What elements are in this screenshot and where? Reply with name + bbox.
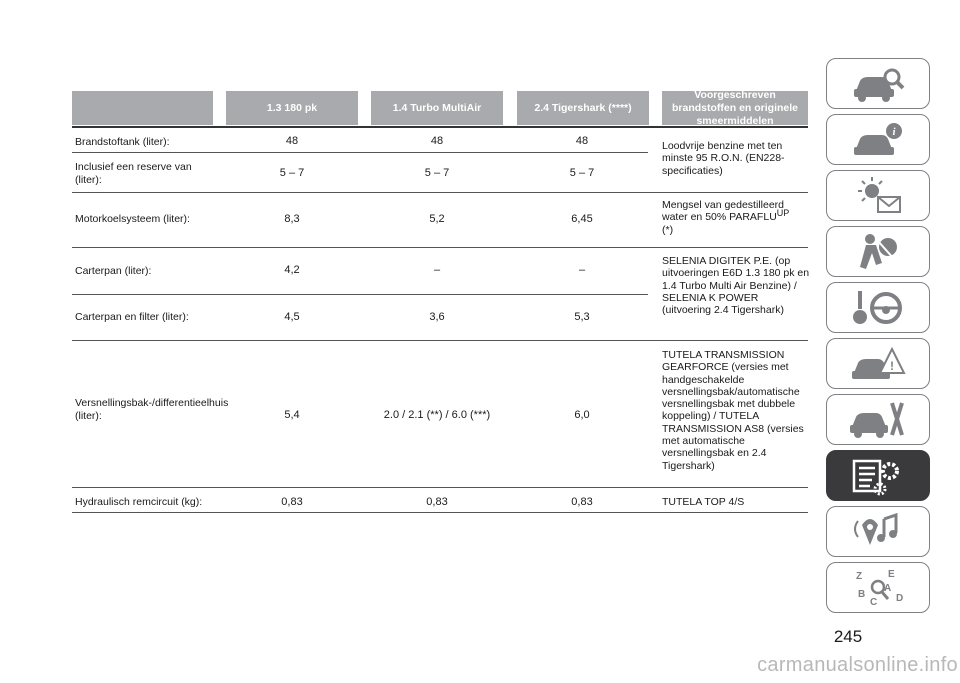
value-1-4: 0,83 — [426, 496, 448, 508]
svg-text:A: A — [884, 583, 891, 594]
row-divider — [72, 512, 808, 513]
fuel-recommendation: Loodvrije benzine met ten minste 95 R.O.… — [662, 140, 785, 177]
row-label: Inclusief een reserve van (liter): — [75, 161, 192, 186]
value-2-4: 5,3 — [574, 311, 590, 323]
value-1-4: 2.0 / 2.1 (**) / 6.0 (***) — [383, 409, 491, 421]
svg-text:i: i — [892, 126, 896, 138]
value-2-4: – — [578, 264, 586, 276]
brake-recommendation: TUTELA TOP 4/S — [662, 496, 745, 508]
specs-gear-icon — [852, 459, 899, 495]
coolant-text: Mengsel van gedestilleerd water en 50% P… — [662, 199, 784, 224]
value-1-4: 48 — [430, 135, 444, 147]
car-info-icon: i — [854, 122, 902, 155]
row-label: Hydraulisch remcircuit (kg): — [75, 496, 203, 508]
row-divider — [72, 152, 648, 153]
engine-oil-recommendation: SELENIA DIGITEK P.E. (op uitvoeringen E6… — [662, 255, 810, 317]
value-2-4: 6,0 — [574, 409, 590, 421]
header-engine-1-4: 1.4 Turbo MultiAir — [371, 91, 503, 125]
header-engine-2-4: 2.4 Tigershark (****) — [517, 91, 649, 125]
row-divider — [72, 247, 808, 248]
value-1-4: 3,6 — [429, 311, 445, 323]
value-1-3: 5 – 7 — [279, 167, 305, 179]
svg-text:C: C — [870, 597, 877, 608]
value-1-3: 5,4 — [284, 409, 300, 421]
car-search-icon — [854, 68, 905, 102]
row-label: Carterpan en filter (liter): — [75, 311, 189, 323]
svg-text:B: B — [858, 589, 865, 600]
svg-text:E: E — [888, 569, 895, 580]
row-label: Motorkoelsysteem (liter): — [75, 213, 190, 225]
chapter-tab-car-search[interactable] — [826, 58, 930, 109]
page-number: 245 — [833, 627, 863, 646]
car-tools-icon — [850, 401, 904, 438]
transmission-recommendation: TUTELA TRANSMISSION GEARFORCE (versies m… — [662, 349, 804, 472]
header-blank — [72, 91, 213, 125]
header-recommended-fluids: Voorgeschreven brandstoffen en originele… — [662, 89, 808, 127]
row-label: Versnellingsbak-/differentieelhuis (lite… — [75, 397, 229, 422]
chapter-tab-car-info[interactable]: i — [826, 114, 930, 165]
airbag-icon — [860, 233, 897, 269]
row-label: Carterpan (liter): — [75, 265, 152, 277]
coolant-recommendation: Mengsel van gedestilleerd water en 50% P… — [662, 199, 810, 236]
svg-text:D: D — [896, 593, 903, 604]
car-warning-icon: ! — [852, 346, 906, 379]
row-divider — [72, 192, 808, 193]
watermark: carmanualsonline.info — [757, 654, 958, 676]
chapter-tab-light-message[interactable] — [826, 170, 930, 221]
header-engine-1-3: 1.3 180 pk — [226, 91, 358, 125]
key-steering-icon — [853, 290, 902, 324]
row-divider — [72, 294, 648, 295]
chapter-tab-key-steering[interactable] — [826, 282, 930, 333]
value-1-3: 0,83 — [281, 496, 303, 508]
value-1-4: 5 – 7 — [424, 167, 450, 179]
value-2-4: 5 – 7 — [569, 167, 595, 179]
value-1-3: 48 — [285, 135, 299, 147]
value-1-3: 8,3 — [284, 213, 300, 225]
chapter-tab-specs[interactable] — [826, 450, 930, 501]
value-1-3: 4,5 — [284, 311, 300, 323]
chapter-tab-multimedia[interactable] — [826, 506, 930, 557]
svg-text:!: ! — [890, 359, 894, 373]
value-1-4: 5,2 — [429, 213, 445, 225]
svg-text:Z: Z — [856, 571, 862, 582]
row-label: Brandstoftank (liter): — [75, 136, 170, 148]
value-2-4: 6,45 — [571, 213, 593, 225]
index-icon: Z E BC AD — [856, 569, 903, 608]
row-divider — [72, 340, 808, 341]
row-divider — [72, 487, 808, 488]
chapter-tab-airbag[interactable] — [826, 226, 930, 277]
coolant-superscript: UP — [776, 208, 790, 219]
value-1-4: – — [433, 264, 441, 276]
chapter-tab-car-tools[interactable] — [826, 394, 930, 445]
value-1-3: 4,2 — [284, 264, 300, 276]
header-divider — [72, 126, 808, 128]
chapter-tab-car-warning[interactable]: ! — [826, 338, 930, 389]
value-2-4: 0,83 — [571, 496, 593, 508]
multimedia-icon — [854, 512, 898, 545]
light-message-icon — [858, 176, 901, 213]
value-2-4: 48 — [575, 135, 589, 147]
coolant-note: (*) — [662, 223, 674, 236]
